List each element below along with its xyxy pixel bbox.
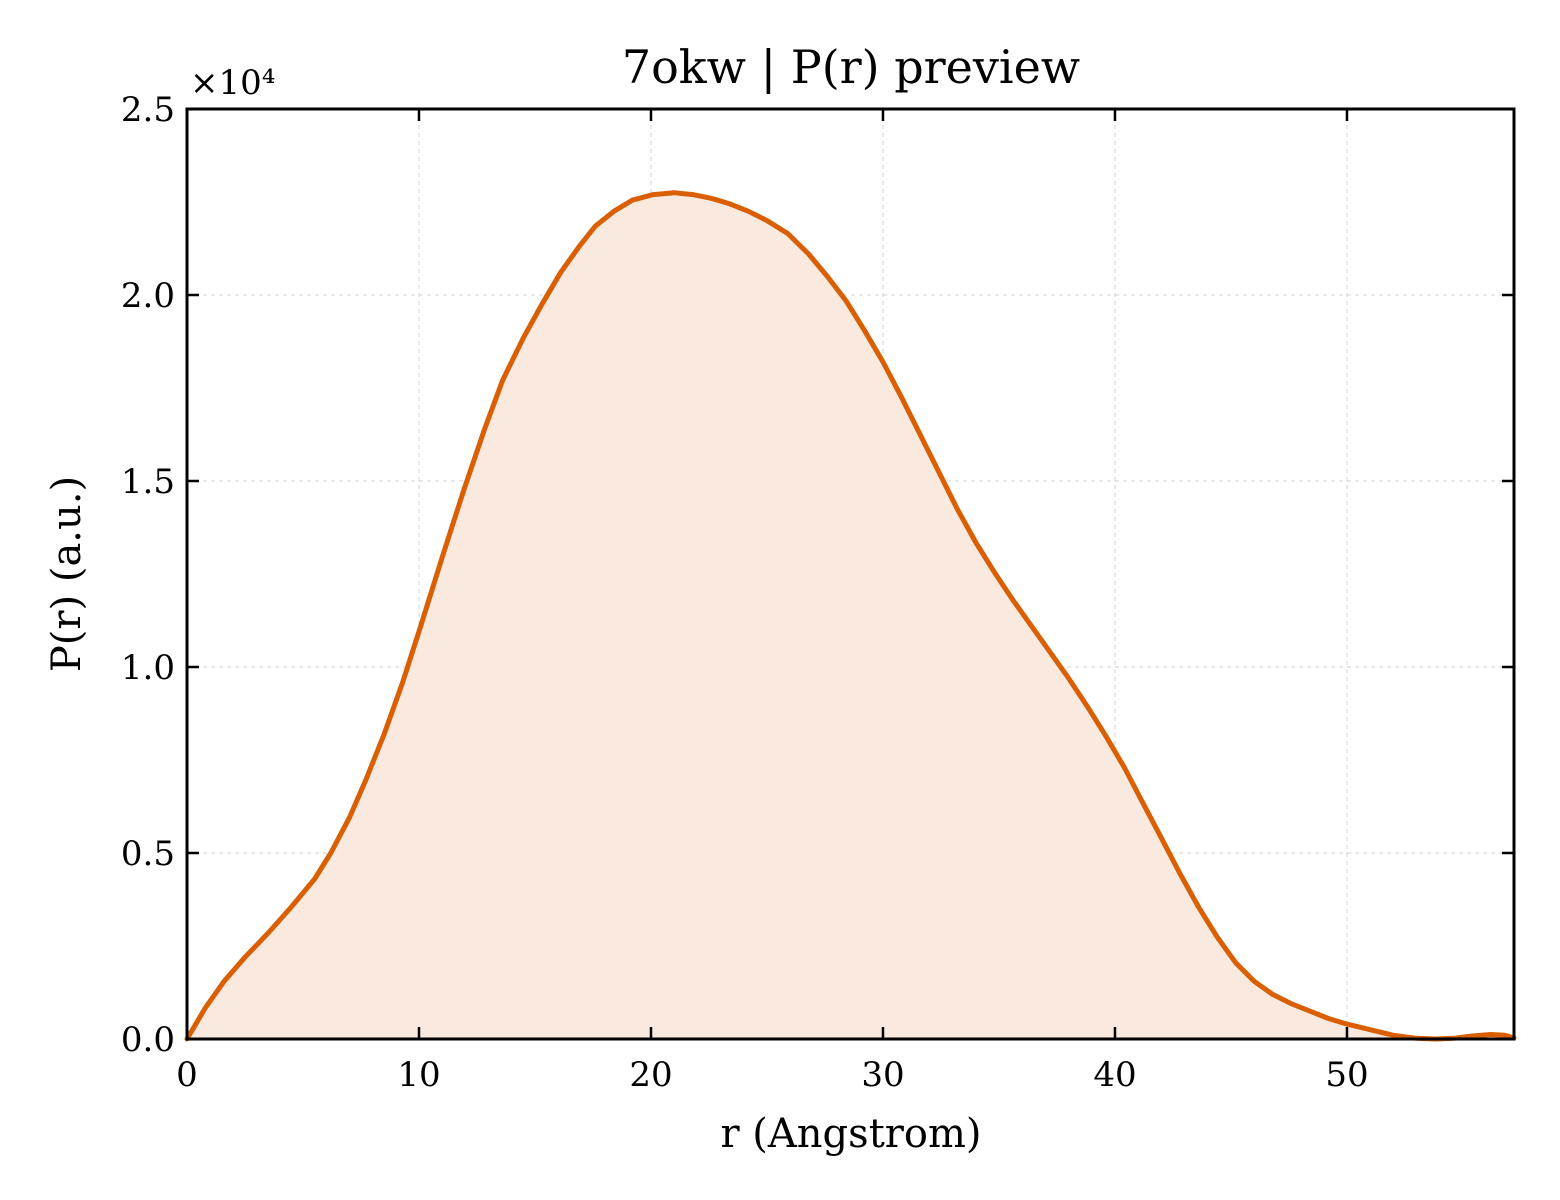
y-axis-offset-label: ×10⁴ [190,63,275,103]
y-tick-label: 2.5 [121,90,175,130]
pr-series-line [184,190,1517,1042]
chart-title: 7okw | P(r) preview [622,40,1080,94]
plot-frame [185,107,1516,1041]
x-tick-label: 40 [1093,1055,1136,1095]
y-tick-label: 2.0 [121,276,175,316]
y-tick-label: 0.0 [121,1020,175,1060]
y-tick-label: 1.0 [121,648,175,688]
x-axis-ticks: 0 10 20 30 40 50 [176,109,1369,1095]
x-tick-label: 0 [176,1055,198,1095]
y-axis-label: P(r) (a.u.) [44,476,90,672]
x-tick-label: 30 [861,1055,904,1095]
x-axis-label: r (Angstrom) [720,1111,981,1157]
x-tick-label: 10 [397,1055,440,1095]
y-tick-label: 0.5 [121,834,175,874]
y-axis-ticks: 0.0 0.5 1.0 1.5 2.0 2.5 [121,90,1514,1060]
y-tick-label: 1.5 [121,462,175,502]
x-tick-label: 50 [1325,1055,1368,1095]
x-tick-label: 20 [629,1055,672,1095]
pr-area-fill [187,192,1514,1039]
